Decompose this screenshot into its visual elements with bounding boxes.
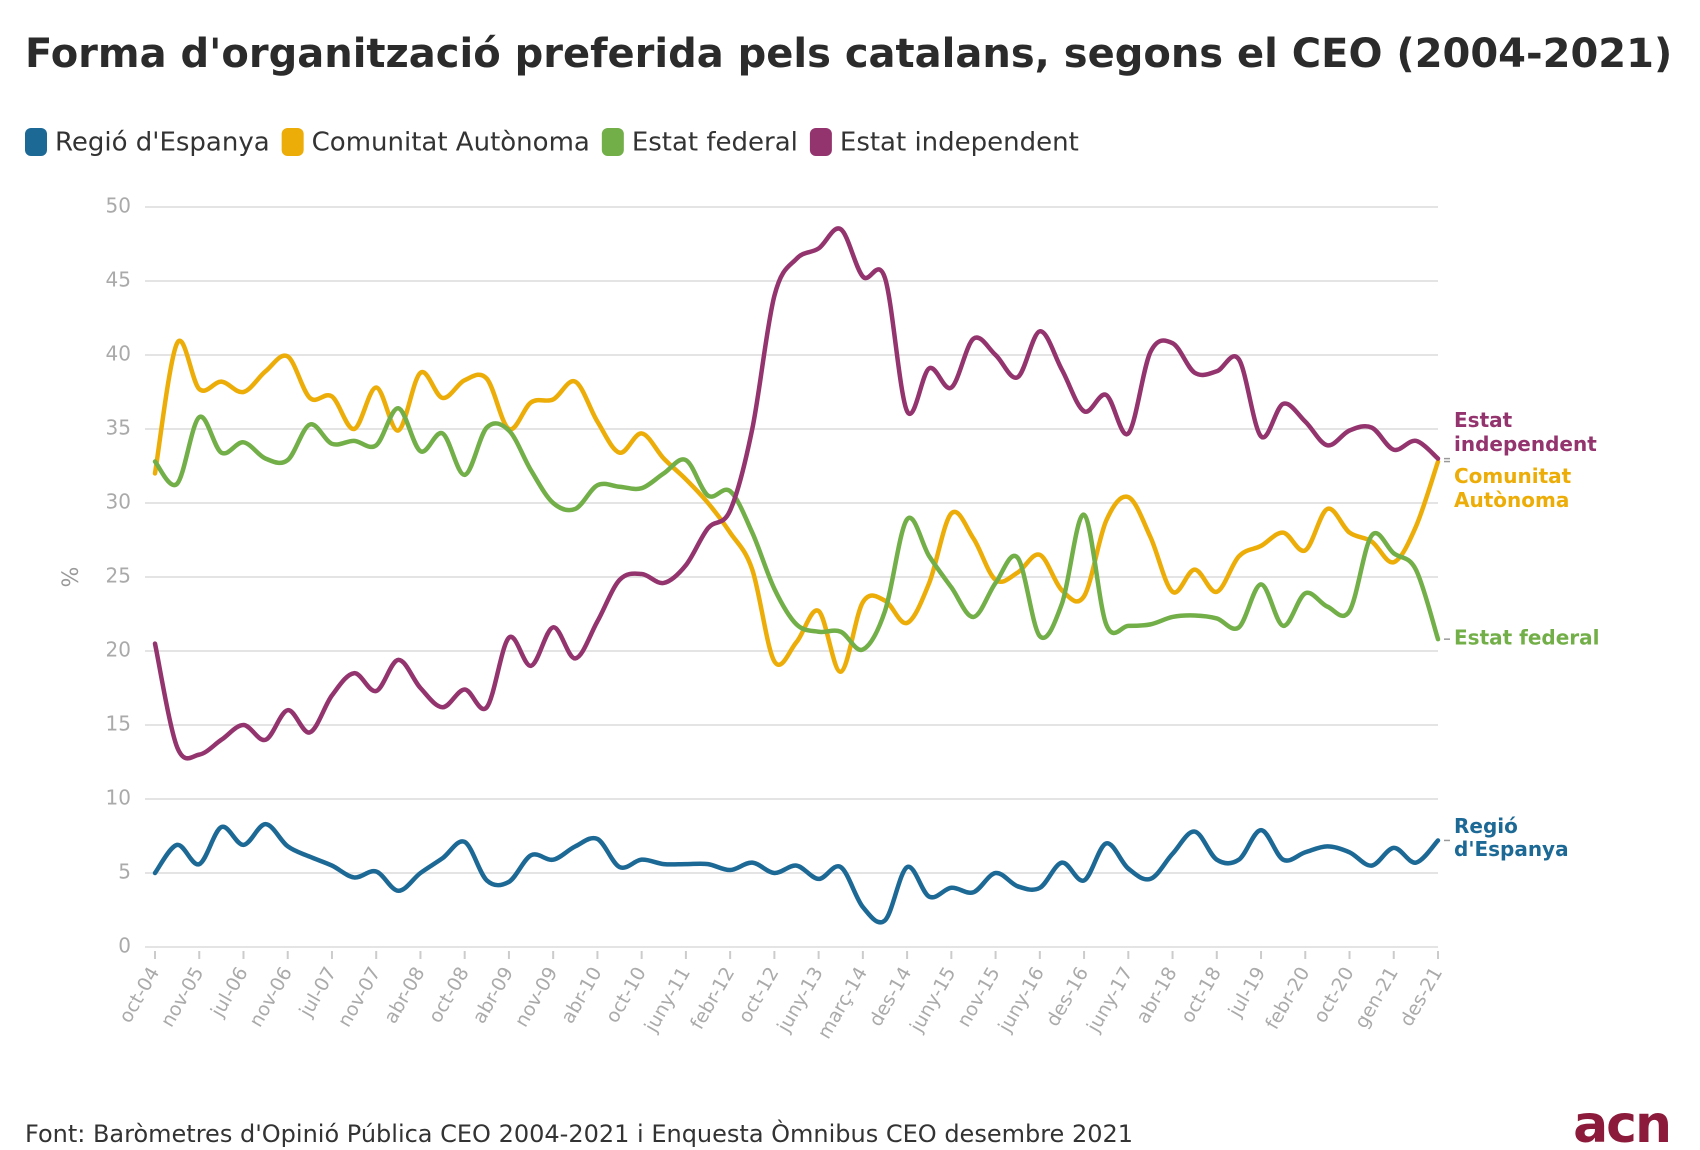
end-label: Estat	[1454, 408, 1513, 432]
legend-swatch	[25, 128, 47, 156]
series-line	[152, 226, 1441, 761]
y-tick-label: 0	[118, 934, 131, 958]
y-tick-label: 35	[106, 416, 131, 440]
y-tick-label: 40	[106, 342, 131, 366]
end-label: Comunitat	[1454, 464, 1572, 488]
y-axis-label: %	[59, 567, 84, 588]
y-tick-label: 20	[106, 638, 131, 662]
logo: acn	[1573, 1095, 1670, 1150]
y-tick-label: 50	[106, 194, 131, 218]
end-label: d'Espanya	[1454, 837, 1569, 861]
source: Font: Baròmetres d'Opinió Pública CEO 20…	[25, 1118, 1133, 1148]
y-tick-label: 45	[106, 268, 131, 292]
series-line	[152, 338, 1441, 674]
legend-label: Regió d'Espanya	[55, 128, 270, 158]
end-label: independent	[1454, 432, 1597, 456]
series-line	[152, 406, 1441, 653]
y-tick-label: 5	[118, 860, 131, 884]
series-line	[152, 821, 1441, 925]
end-label: Autònoma	[1454, 488, 1569, 512]
legend-swatch	[601, 128, 624, 156]
legend-label: Comunitat Autònoma	[312, 128, 590, 158]
y-tick-label: 30	[106, 490, 131, 514]
legend-swatch	[809, 128, 832, 156]
end-label: Regió	[1454, 814, 1518, 838]
y-tick-label: 25	[106, 564, 131, 588]
end-label: Estat federal	[1454, 626, 1600, 650]
y-tick-label: 15	[106, 712, 131, 736]
y-tick-label: 10	[106, 786, 131, 810]
legend-label: Estat federal	[632, 128, 798, 158]
chart-title: Forma d'organització preferida pels cata…	[25, 31, 1672, 77]
legend-label: Estat independent	[840, 128, 1079, 158]
legend-swatch	[281, 128, 304, 156]
